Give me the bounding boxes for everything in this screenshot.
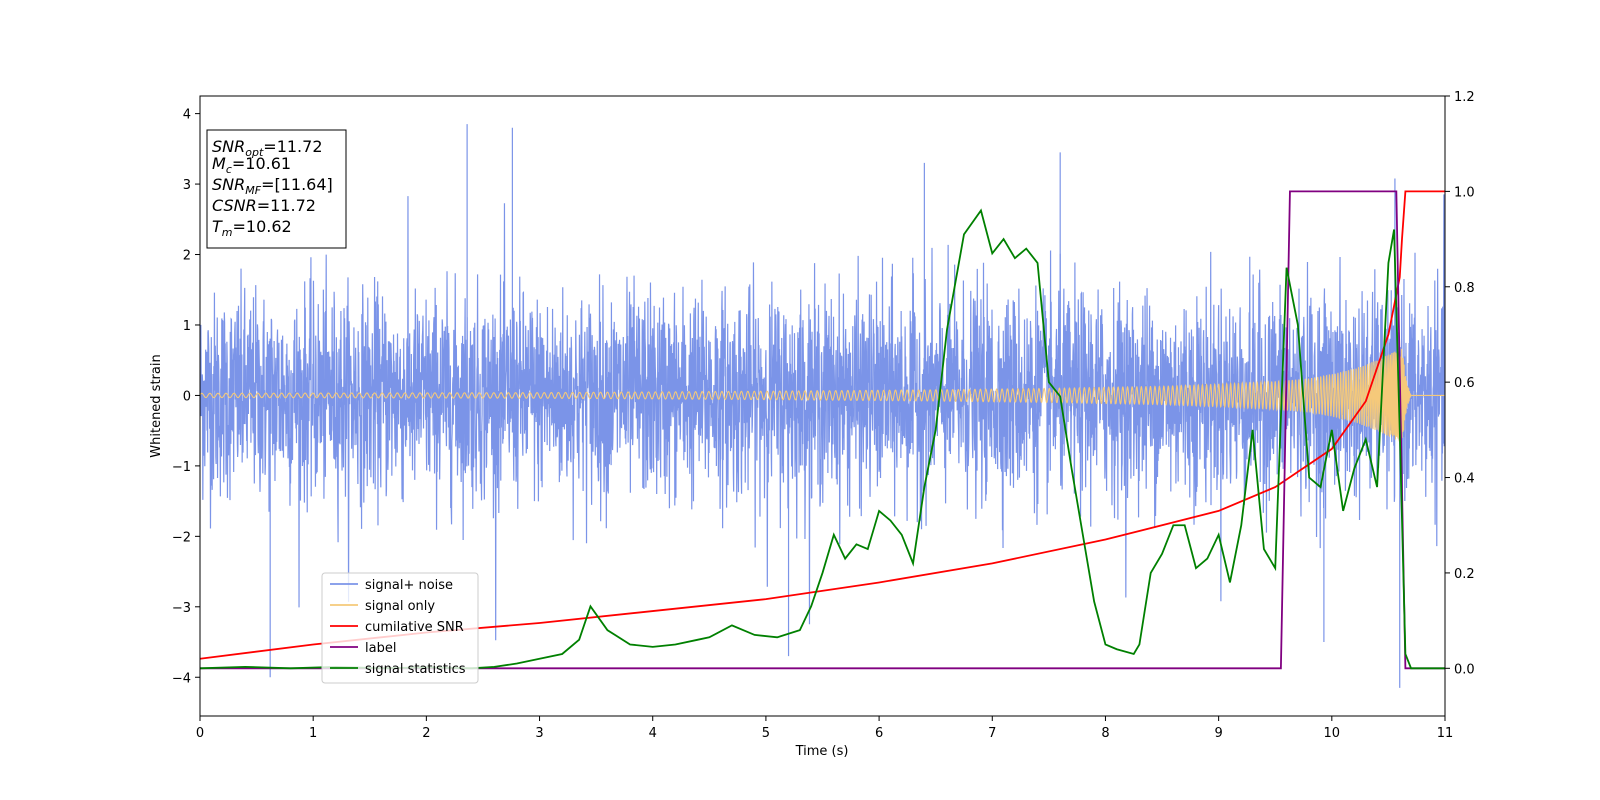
x-tick-label: 6 [875,726,883,741]
y-tick-label: 1 [183,319,191,334]
x-tick-label: 5 [762,726,770,741]
legend-label: signal only [365,599,435,614]
plot-frame [199,95,1446,717]
y-tick-label: 0 [183,389,191,404]
y-tick-label: 2 [183,249,191,264]
x-tick-label: 0 [196,726,204,741]
y2-tick-label: 0.8 [1454,281,1475,296]
y-tick-label: −1 [172,460,191,475]
y-tick-label: 4 [183,108,191,123]
x-axis: 0 1 2 3 4 5 6 7 8 9 10 11 [196,716,1453,741]
series-cumilative-snr-line [200,190,1445,660]
y2-tick-label: 0.4 [1454,472,1475,487]
legend-label: label [365,641,396,656]
y2-tick-label: 0.2 [1454,567,1475,582]
x-tick-label: 4 [649,726,657,741]
series-signal-noise-spikes [269,124,1401,688]
y-tick-label: −2 [172,530,191,545]
info-line: CSNR=11.72 [212,196,316,215]
x-tick-label: 9 [1214,726,1222,741]
plot-series-group [200,124,1445,688]
y2-tick-label: 0.6 [1454,376,1475,391]
info-line: Mc=10.61 [212,154,291,176]
y2-tick-label: 1.0 [1454,185,1475,200]
info-box-frame [206,129,347,249]
x-tick-label: 7 [988,726,996,741]
x-tick-label: 2 [422,726,430,741]
y-axis-left: 4 3 2 1 0 −1 −2 −3 −4 [172,108,200,686]
x-tick-label: 3 [535,726,543,741]
y2-tick-label: 1.2 [1454,90,1475,105]
legend: signal+ noise signal only cumilative SNR la… [321,572,479,684]
info-box: SNRopt=11.72Mc=10.61SNRMF=[11.64]CSNR=11… [206,129,347,249]
series-signal-only-line [200,348,1445,443]
info-line: SNRMF=[11.64] [212,175,333,197]
y-tick-label: −3 [172,601,191,616]
y-tick-label: 3 [183,178,191,193]
plot-area [200,124,1445,688]
series-signal-statistics-line [200,208,1445,670]
y-axis-right: 1.2 1.0 0.8 0.6 0.4 0.2 0.0 [1445,90,1475,677]
legend-label: signal+ noise [365,578,453,593]
legend-label: signal statistics [365,662,466,677]
x-axis-label: Time (s) [795,744,849,759]
y-tick-label: −4 [172,671,191,686]
legend-frame [321,572,479,684]
x-tick-label: 8 [1101,726,1109,741]
info-line: SNRopt=11.72 [212,137,323,159]
legend-label: cumilative SNR [365,620,464,635]
y2-tick-label: 0.0 [1454,662,1475,677]
x-tick-label: 11 [1437,726,1454,741]
info-line: Tm=10.62 [212,217,292,239]
y-axis-label: Whitened strain [149,354,164,457]
x-tick-label: 1 [309,726,317,741]
x-tick-label: 10 [1324,726,1341,741]
